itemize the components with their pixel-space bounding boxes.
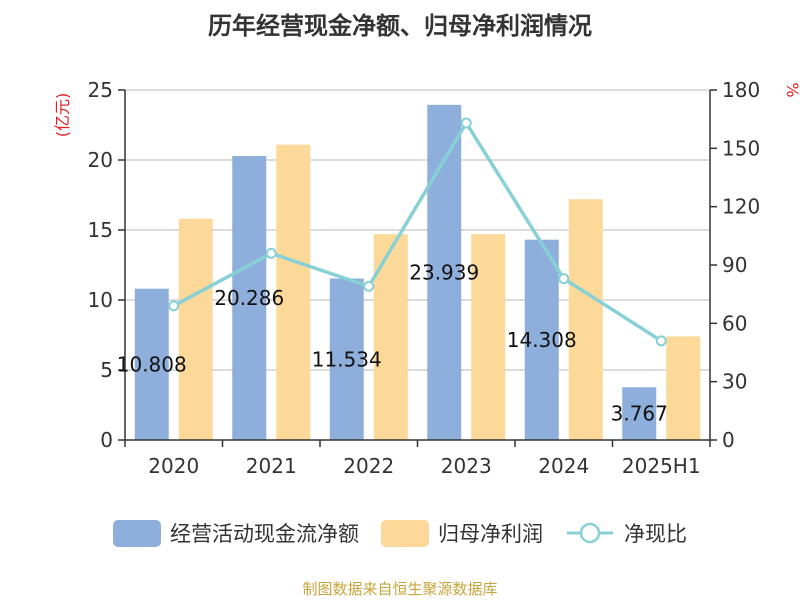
bar-cash — [134, 288, 169, 440]
right-tick-label: 180 — [722, 78, 760, 102]
right-tick-label: 120 — [722, 195, 760, 219]
left-tick-label: 25 — [88, 78, 113, 102]
left-tick-label: 15 — [88, 218, 113, 242]
data-label: 10.808 — [117, 352, 187, 376]
ratio-point — [655, 335, 667, 347]
ratio-line — [168, 117, 667, 347]
legend-swatch-cash — [113, 519, 161, 547]
data-label: 11.534 — [312, 347, 382, 371]
legend-label-profit: 归母净利润 — [438, 522, 543, 546]
chart-title: 历年经营现金净额、归母净利润情况 — [208, 12, 592, 40]
legend-item-ratio[interactable]: 净现比 — [565, 518, 687, 548]
legend: 经营活动现金流净额 归母净利润 净现比 — [0, 518, 800, 548]
data-label: 20.286 — [214, 286, 284, 310]
left-tick-label: 0 — [100, 428, 113, 452]
left-tick-label: 10 — [88, 288, 113, 312]
gridlines — [125, 89, 710, 371]
bar-profit — [276, 144, 311, 440]
bar-cash — [524, 239, 559, 440]
bar-profit — [471, 234, 506, 440]
bar-profit — [373, 234, 408, 440]
data-label: 23.939 — [409, 260, 479, 284]
legend-label-ratio: 净现比 — [624, 522, 687, 546]
bar-profit — [666, 336, 701, 440]
bar-profit — [178, 218, 213, 440]
legend-line-marker-icon — [567, 522, 613, 544]
right-tick-label: 0 — [722, 428, 735, 452]
right-tick-label: 150 — [722, 136, 760, 160]
bar-cash — [232, 155, 267, 440]
source-note: 制图数据来自恒生聚源数据库 — [302, 580, 498, 598]
axes: 0 5 10 15 20 25 0 30 60 90 120 150 180 2020 2021 2022 20… — [53, 78, 800, 478]
y-left-unit-label: (亿元) — [53, 93, 72, 138]
ratio-polyline — [172, 121, 663, 343]
ratio-point — [168, 300, 180, 312]
ratio-point — [558, 273, 570, 285]
ratio-point — [363, 280, 375, 292]
x-tick-label: 2023 — [441, 454, 492, 478]
legend-swatch-profit — [381, 519, 429, 547]
bar-cash — [622, 387, 657, 440]
bar-cash — [329, 278, 364, 440]
bar-profit — [568, 199, 603, 440]
left-tick-label: 5 — [100, 358, 113, 382]
x-tick-label: 2020 — [148, 454, 199, 478]
legend-label-cash: 经营活动现金流净额 — [170, 522, 359, 546]
bars — [134, 104, 701, 440]
data-labels: 10.808 20.286 11.534 23.939 14.308 3.767 — [117, 260, 668, 425]
y-right-unit-label: % — [783, 82, 800, 97]
right-tick-label: 90 — [722, 253, 747, 277]
x-tick-label: 2024 — [538, 454, 589, 478]
legend-item-cash[interactable]: 经营活动现金流净额 — [113, 518, 359, 548]
right-tick-label: 30 — [722, 370, 747, 394]
right-tick-label: 60 — [722, 311, 747, 335]
x-tick-label: 2021 — [246, 454, 297, 478]
data-label: 14.308 — [507, 328, 577, 352]
ratio-point — [460, 117, 472, 129]
ratio-point — [265, 247, 277, 259]
x-tick-label: 2022 — [343, 454, 394, 478]
legend-item-profit[interactable]: 归母净利润 — [381, 518, 543, 548]
data-label: 3.767 — [611, 402, 668, 426]
left-tick-label: 20 — [88, 148, 113, 172]
x-tick-label: 2025H1 — [622, 454, 701, 478]
